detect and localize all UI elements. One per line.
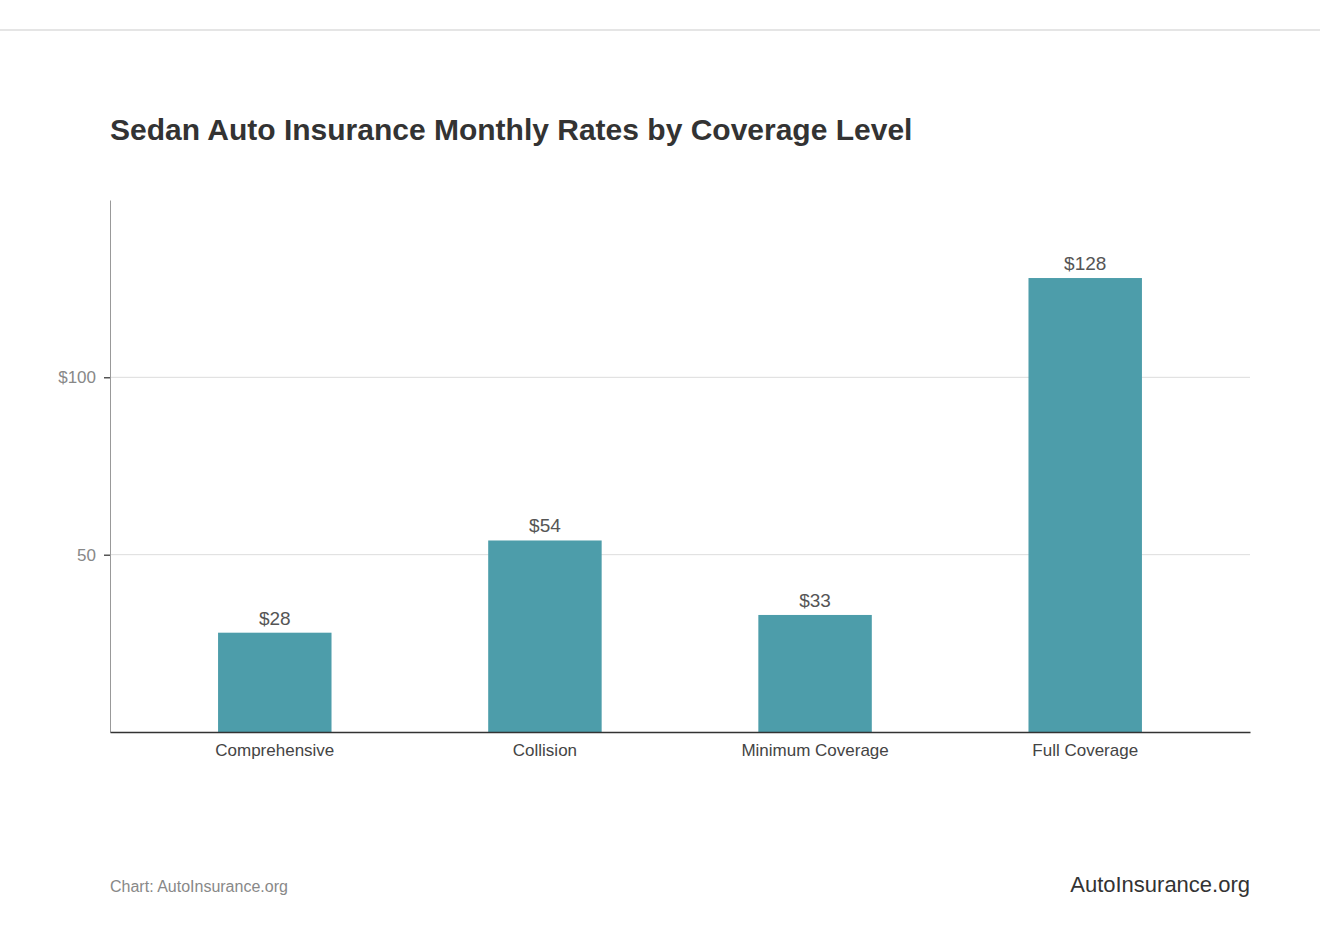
bar [218,633,331,732]
data-label: $128 [1064,253,1106,274]
chart-container: Sedan Auto Insurance Monthly Rates by Co… [0,0,1320,952]
x-tick-label: Comprehensive [215,741,334,760]
x-tick-label: Collision [513,741,577,760]
x-axis: Comprehensive Collision Minimum Coverage Fu… [111,732,1251,760]
watermark: AutoInsurance.org [1070,872,1250,897]
chart-title: Sedan Auto Insurance Monthly Rates by Co… [110,113,912,146]
y-tick-label: 50 [77,546,96,565]
plot: 50 $100 Comprehensive Collision Minimum Cove… [58,201,1250,761]
x-tick: Comprehensive [215,732,334,760]
x-tick: Collision [513,732,577,760]
data-labels: $28 $54 $33 $128 [259,253,1106,629]
bars [218,278,1142,732]
data-label: $54 [529,515,561,536]
y-axis: 50 $100 [58,201,110,733]
y-tick: 50 [77,546,110,565]
x-tick: Minimum Coverage [741,732,888,760]
y-tick-mark [104,555,110,556]
x-tick-label: Minimum Coverage [741,741,888,760]
data-label: $33 [799,590,831,611]
bar [758,615,871,732]
top-rule [0,29,1320,30]
bar [1028,278,1141,732]
y-tick-mark [104,377,110,378]
y-tick-label: $100 [58,368,96,387]
x-tick: Full Coverage [1032,732,1138,760]
chart-svg: Sedan Auto Insurance Monthly Rates by Co… [0,0,1320,952]
bar [488,540,601,732]
x-tick-label: Full Coverage [1032,741,1138,760]
data-label: $28 [259,608,291,629]
x-axis-line [111,732,1251,734]
y-tick: $100 [58,368,110,387]
y-axis-line [110,201,111,733]
footer: Chart: AutoInsurance.org [110,878,288,895]
